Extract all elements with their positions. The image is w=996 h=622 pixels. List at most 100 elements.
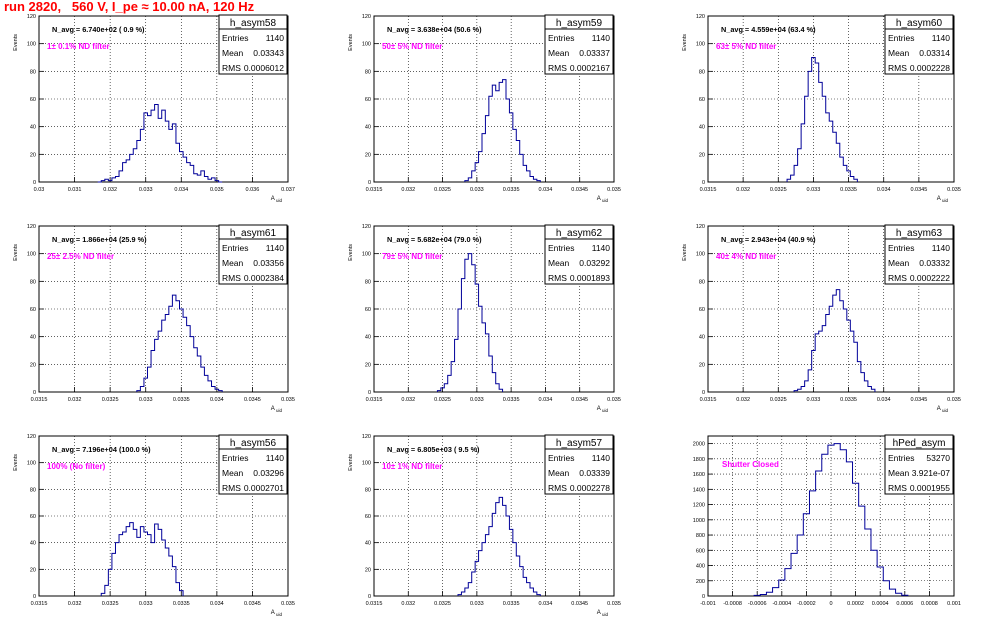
histogram-bin	[169, 556, 173, 596]
filter-label: 25± 2.5% ND filter	[47, 252, 114, 261]
histogram-bars	[101, 523, 183, 596]
histogram-bin	[773, 588, 779, 596]
tick-label-x: -0.001	[700, 601, 716, 607]
histogram-bin	[172, 567, 176, 596]
tick-label-y: 120	[696, 224, 705, 230]
histogram-bin	[176, 143, 180, 182]
histogram-bin	[836, 290, 840, 392]
stats-label: RMS	[222, 63, 241, 73]
stats-label: Entries	[548, 243, 574, 253]
histogram-bin	[208, 381, 212, 392]
navg-label: N_avg = 4.559e+04 (63.4 %)	[721, 25, 816, 34]
stats-label: Entries	[888, 33, 914, 43]
filter-label: 10± 1% ND filter	[382, 462, 442, 471]
tick-label-y: 100	[696, 42, 705, 48]
tick-label-x: 0.034	[877, 187, 891, 193]
histogram-bin	[212, 386, 216, 392]
tick-label-y: 80	[699, 279, 705, 285]
histogram-bin	[133, 149, 137, 182]
navg-label: N_avg = 3.638e+04 (50.6 %)	[387, 25, 482, 34]
histogram-bin	[496, 384, 499, 392]
histogram-bin	[513, 129, 516, 182]
histogram-bin	[468, 583, 471, 596]
histogram-bin	[137, 537, 141, 596]
stats-label: RMS	[222, 483, 241, 493]
histogram-outline	[786, 57, 858, 182]
tick-label-y: 200	[696, 579, 705, 585]
filter-label: 1± 0.1% ND filter	[47, 42, 110, 51]
stats-value: 1140	[266, 453, 285, 463]
stats-label: Entries	[222, 453, 248, 463]
navg-label: N_avg = 6.805e+03 ( 9.5 %)	[387, 445, 480, 454]
histogram-bin	[123, 163, 127, 182]
tick-label-x: 0.032	[68, 397, 82, 403]
histogram-bin	[822, 96, 826, 182]
tick-label-y: 80	[365, 487, 371, 493]
tick-label-y: 80	[699, 69, 705, 75]
tick-label-y: 20	[30, 567, 36, 573]
tick-label-y: 1800	[693, 457, 705, 463]
histogram-bin	[826, 113, 830, 182]
stats-box: h_asym61 Entries 1140 Mean 0.03356 RMS 0.00023…	[218, 224, 288, 285]
histogram-bin	[155, 524, 159, 596]
tick-label-x: 0.0325	[102, 601, 119, 607]
navg-label: N_avg = 5.682e+04 (79.0 %)	[387, 235, 482, 244]
tick-label-x: 0.031	[68, 187, 82, 193]
tick-label-y: 0	[33, 390, 36, 396]
axis-label-x: A uid	[597, 610, 609, 617]
histogram-bin	[187, 163, 191, 182]
histogram-bin	[176, 583, 180, 596]
histogram-bin	[194, 174, 198, 182]
filter-label: 50± 5% ND filter	[382, 42, 442, 51]
stats-value: 0.0006012	[244, 63, 284, 73]
histogram-bin	[819, 82, 823, 182]
tick-label-x: 0.0325	[770, 397, 787, 403]
histogram-bin	[133, 529, 137, 596]
histogram-bin	[794, 165, 798, 182]
stats-value: 0.03314	[919, 48, 950, 58]
stats-value: 0.03332	[919, 258, 950, 268]
tick-label-y: 400	[696, 564, 705, 570]
tick-label-x: 0.034	[877, 397, 891, 403]
tick-label-x: 0.033	[470, 397, 484, 403]
stats-value: 1140	[592, 243, 611, 253]
axis-label-y: Events	[348, 34, 354, 51]
histogram-bin	[503, 505, 506, 596]
stats-value: 3.921e-07	[912, 468, 951, 478]
histogram-bin	[829, 306, 833, 392]
tick-label-x: 0.0004	[872, 601, 889, 607]
stats-value: 0.03343	[253, 48, 284, 58]
axis-label-x: A uid	[937, 196, 949, 203]
plot-frame	[373, 435, 615, 597]
plot-frame	[707, 15, 955, 183]
histogram-outline	[436, 253, 504, 392]
tick-label-y: 20	[699, 152, 705, 158]
axis-label-y: Events	[682, 34, 688, 51]
stats-value: 1140	[266, 243, 285, 253]
tick-label-x: -0.0002	[797, 601, 816, 607]
histogram-bin	[847, 320, 851, 392]
histogram-bin	[137, 141, 141, 183]
tick-label-x: 0.0345	[910, 187, 927, 193]
tick-label-y: 120	[27, 434, 36, 440]
histogram-bin	[201, 367, 205, 392]
stats-value: 1140	[266, 33, 285, 43]
histogram-bin	[455, 339, 458, 392]
stats-label: Mean	[888, 468, 910, 478]
histogram-bin	[492, 85, 495, 182]
histogram-bin	[840, 157, 844, 182]
tick-label-y: 60	[365, 514, 371, 520]
tick-label-y: 1600	[693, 472, 705, 478]
stats-label: RMS	[548, 63, 567, 73]
navg-label: N_avg = 1.866e+04 (25.9 %)	[52, 235, 147, 244]
histogram-bin	[130, 154, 134, 182]
stats-box-frame	[218, 224, 288, 285]
histogram-bars	[458, 497, 540, 596]
histogram-bin	[479, 152, 482, 182]
stats-box-frame	[884, 224, 954, 285]
histogram-bin	[119, 171, 123, 182]
histogram-bin	[850, 176, 854, 182]
histogram-bin	[492, 513, 495, 596]
tick-label-y: 120	[27, 14, 36, 20]
stats-value: 0.03296	[253, 468, 284, 478]
